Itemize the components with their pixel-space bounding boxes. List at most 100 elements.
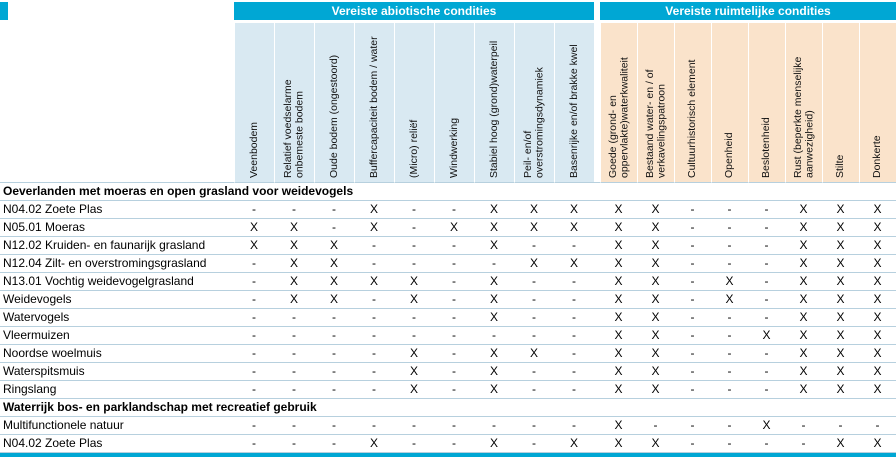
- group-gap-cell: [594, 237, 600, 255]
- matrix-cell: X: [314, 255, 354, 273]
- matrix-cell: -: [748, 435, 785, 453]
- bottom-accent-bar: [0, 453, 896, 457]
- matrix-cell: -: [711, 309, 748, 327]
- column-header: Stabiel hoog (grond)waterpeil: [474, 23, 514, 183]
- matrix-cell: -: [674, 255, 711, 273]
- matrix-cell: -: [314, 327, 354, 345]
- matrix-cell: -: [314, 417, 354, 435]
- matrix-cell: -: [354, 237, 394, 255]
- matrix-cell: -: [234, 255, 274, 273]
- matrix-cell: X: [637, 219, 674, 237]
- matrix-cell: -: [314, 345, 354, 363]
- column-header-label: Bestaand water- en / of verkavelingspatr…: [643, 69, 668, 178]
- matrix-cell: X: [822, 237, 859, 255]
- matrix-cell: X: [514, 201, 554, 219]
- matrix-cell: -: [434, 201, 474, 219]
- left-accent-bar: [0, 2, 8, 20]
- matrix-cell: -: [434, 363, 474, 381]
- matrix-cell: X: [822, 255, 859, 273]
- matrix-cell: -: [474, 417, 514, 435]
- matrix-cell: -: [554, 291, 594, 309]
- matrix-cell: X: [785, 273, 822, 291]
- row-label: Multifunctionele natuur: [0, 417, 234, 435]
- matrix-cell: -: [314, 435, 354, 453]
- matrix-cell: -: [314, 363, 354, 381]
- matrix-cell: -: [748, 237, 785, 255]
- matrix-cell: X: [474, 345, 514, 363]
- matrix-cell: -: [274, 345, 314, 363]
- matrix-cell: X: [354, 435, 394, 453]
- matrix-cell: -: [314, 219, 354, 237]
- matrix-cell: X: [859, 381, 896, 399]
- matrix-cell: X: [785, 363, 822, 381]
- matrix-cell: -: [354, 327, 394, 345]
- group-gap-cell: [594, 363, 600, 381]
- matrix-cell: X: [234, 219, 274, 237]
- row-label: Waterspitsmuis: [0, 363, 234, 381]
- column-header-label: Openheid: [723, 132, 736, 178]
- matrix-cell: X: [474, 273, 514, 291]
- matrix-cell: X: [822, 327, 859, 345]
- matrix-cell: X: [394, 273, 434, 291]
- matrix-cell: X: [554, 219, 594, 237]
- matrix-cell: -: [434, 327, 474, 345]
- column-header-label: Peil- en/of overstromingsdynamiek: [522, 67, 546, 178]
- matrix-cell: X: [822, 201, 859, 219]
- column-header-label: Windwerking: [447, 117, 460, 178]
- matrix-cell: -: [748, 309, 785, 327]
- matrix-cell: X: [637, 381, 674, 399]
- matrix-cell: X: [785, 219, 822, 237]
- matrix-cell: X: [274, 219, 314, 237]
- matrix-cell: X: [859, 327, 896, 345]
- matrix-cell: -: [434, 345, 474, 363]
- group-gap-cell: [594, 201, 600, 219]
- column-header: Rust (beperkte menselijke aanwezigheid): [785, 23, 822, 183]
- column-header-label: Oude bodem (ongestoord): [327, 54, 340, 178]
- section-title: Oeverlanden met moeras en open grasland …: [0, 183, 896, 201]
- group-gap-cell: [594, 345, 600, 363]
- matrix-cell: X: [600, 417, 637, 435]
- matrix-cell: X: [600, 237, 637, 255]
- matrix-cell: X: [637, 327, 674, 345]
- matrix-cell: -: [554, 345, 594, 363]
- matrix-cell: -: [748, 363, 785, 381]
- matrix-cell: -: [394, 417, 434, 435]
- row-label: Watervogels: [0, 309, 234, 327]
- row-label: Noordse woelmuis: [0, 345, 234, 363]
- column-header: (Micro) reliëf: [394, 23, 434, 183]
- matrix-cell: X: [600, 201, 637, 219]
- matrix-cell: X: [785, 237, 822, 255]
- column-header-label: Goede (grond- en oppervlakte)waterkwalit…: [606, 57, 631, 178]
- matrix-cell: -: [554, 327, 594, 345]
- matrix-cell: X: [314, 273, 354, 291]
- matrix-cell: -: [234, 327, 274, 345]
- matrix-cell: -: [785, 417, 822, 435]
- matrix-cell: -: [394, 309, 434, 327]
- matrix-cell: -: [637, 417, 674, 435]
- matrix-cell: -: [514, 237, 554, 255]
- matrix-cell: -: [748, 255, 785, 273]
- row-label: N12.02 Kruiden- en faunarijk grasland: [0, 237, 234, 255]
- matrix-cell: X: [637, 363, 674, 381]
- matrix-cell: X: [785, 381, 822, 399]
- header-corner: [0, 2, 234, 20]
- matrix-cell: -: [514, 273, 554, 291]
- matrix-cell: -: [674, 363, 711, 381]
- matrix-cell: -: [354, 291, 394, 309]
- matrix-cell: -: [674, 327, 711, 345]
- matrix-cell: X: [822, 435, 859, 453]
- matrix-cell: -: [354, 381, 394, 399]
- matrix-cell: X: [394, 381, 434, 399]
- matrix-cell: -: [514, 291, 554, 309]
- group-gap-cell: [594, 273, 600, 291]
- row-label: Vleermuizen: [0, 327, 234, 345]
- group-gap-cell: [594, 291, 600, 309]
- matrix-cell: -: [748, 291, 785, 309]
- row-label: N04.02 Zoete Plas: [0, 435, 234, 453]
- column-header-label: Rust (beperkte menselijke aanwezigheid): [791, 56, 816, 178]
- column-header-label: Basenrijke en/of brakke kwel: [567, 44, 580, 178]
- matrix-cell: -: [748, 345, 785, 363]
- matrix-cell: X: [711, 291, 748, 309]
- matrix-cell: X: [474, 201, 514, 219]
- matrix-cell: -: [514, 435, 554, 453]
